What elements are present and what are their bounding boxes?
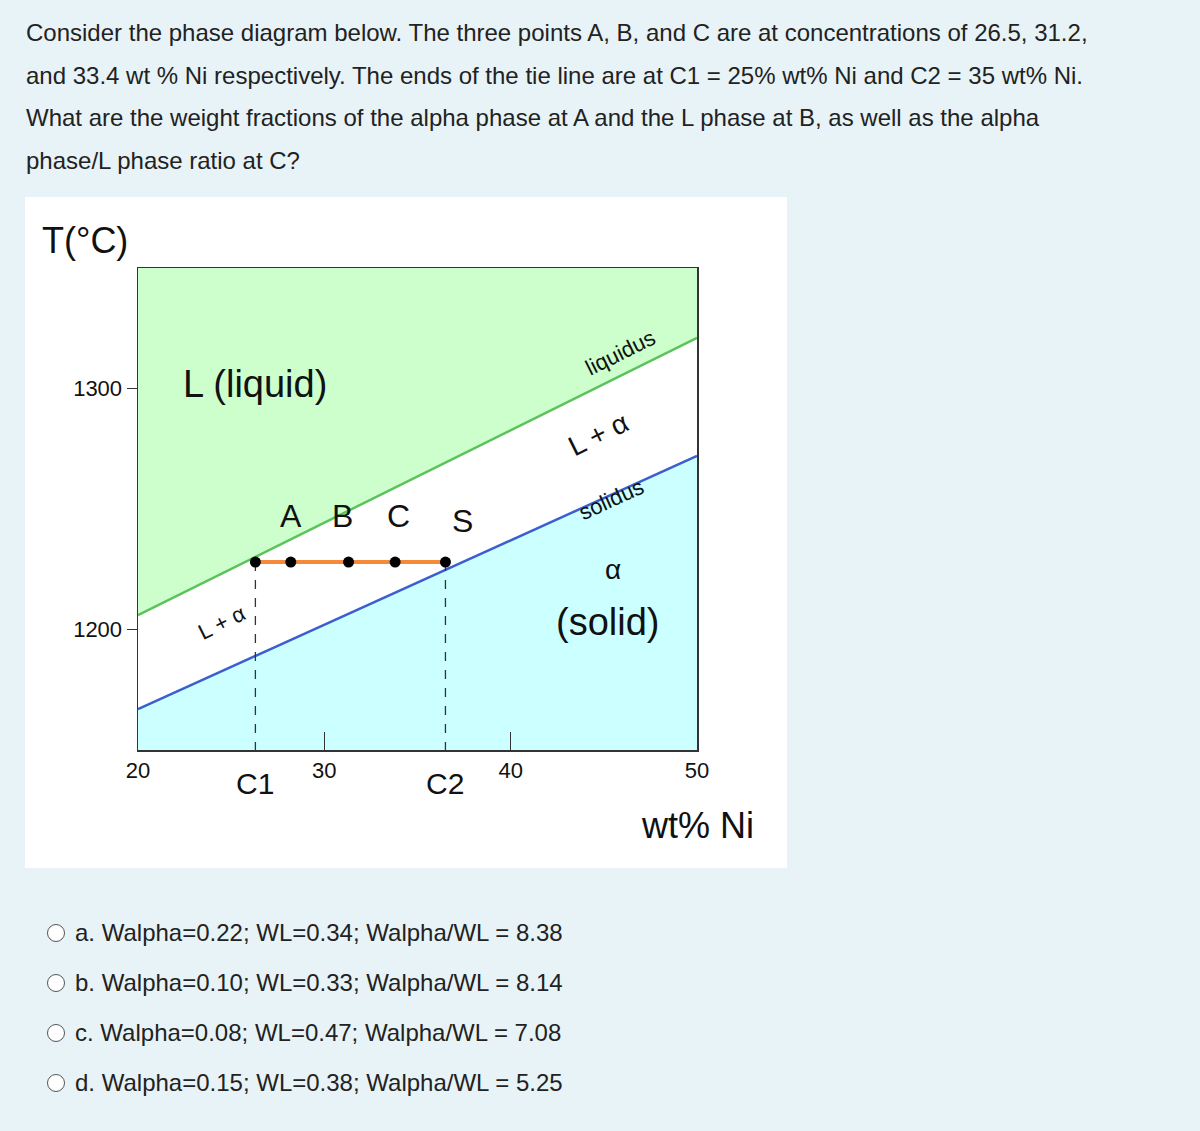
svg-text:(solid): (solid) bbox=[556, 601, 659, 643]
svg-text:20: 20 bbox=[126, 758, 150, 783]
svg-text:50: 50 bbox=[685, 758, 709, 783]
html-text:b. Walpha=0.10; WL=0.33; Walph: b. Walpha=0.10; WL=0.33; Walpha/WL = 8.1… bbox=[75, 969, 563, 996]
svg-text:solidus: solidus bbox=[575, 474, 648, 525]
html-text:c. Walpha=0.08; WL=0.47; Walph: c. Walpha=0.08; WL=0.47; Walpha/WL = 7.0… bbox=[75, 1019, 562, 1046]
svg-text:C2: C2 bbox=[426, 767, 464, 800]
svg-text:30: 30 bbox=[312, 758, 336, 783]
svg-text:1300: 1300 bbox=[73, 376, 122, 401]
svg-text:S: S bbox=[452, 503, 473, 539]
html-text:a. Walpha=0.22; WL=0.34; Walph: a. Walpha=0.22; WL=0.34; Walpha/WL = 8.3… bbox=[75, 919, 563, 946]
svg-text:C1: C1 bbox=[236, 767, 274, 800]
html-text:and 33.4 wt % Ni respectively.: and 33.4 wt % Ni respectively. The ends … bbox=[26, 61, 1083, 89]
html-text:d. Walpha=0.15; WL=0.38; Walph: d. Walpha=0.15; WL=0.38; Walpha/WL = 5.2… bbox=[75, 1069, 563, 1096]
svg-text:T(°C): T(°C) bbox=[42, 220, 128, 261]
svg-text:L + α: L + α bbox=[194, 600, 249, 644]
svg-text:40: 40 bbox=[498, 758, 522, 783]
html-text:phase/L phase ratio at C?: phase/L phase ratio at C? bbox=[26, 146, 300, 174]
html-text:Consider the phase diagram bel: Consider the phase diagram below. The th… bbox=[26, 19, 1088, 46]
svg-text:1200: 1200 bbox=[73, 617, 122, 642]
svg-text:A: A bbox=[280, 498, 302, 534]
svg-text:B: B bbox=[332, 498, 353, 534]
svg-text:α: α bbox=[605, 554, 621, 585]
svg-text:wt% Ni: wt% Ni bbox=[641, 805, 754, 846]
html-text:What are the weight fractions: What are the weight fractions of the alp… bbox=[26, 104, 1040, 131]
svg-text:C: C bbox=[387, 498, 410, 534]
svg-text:L + α: L + α bbox=[563, 407, 633, 463]
svg-text:L (liquid): L (liquid) bbox=[183, 363, 327, 405]
svg-text:liquidus: liquidus bbox=[581, 325, 659, 381]
